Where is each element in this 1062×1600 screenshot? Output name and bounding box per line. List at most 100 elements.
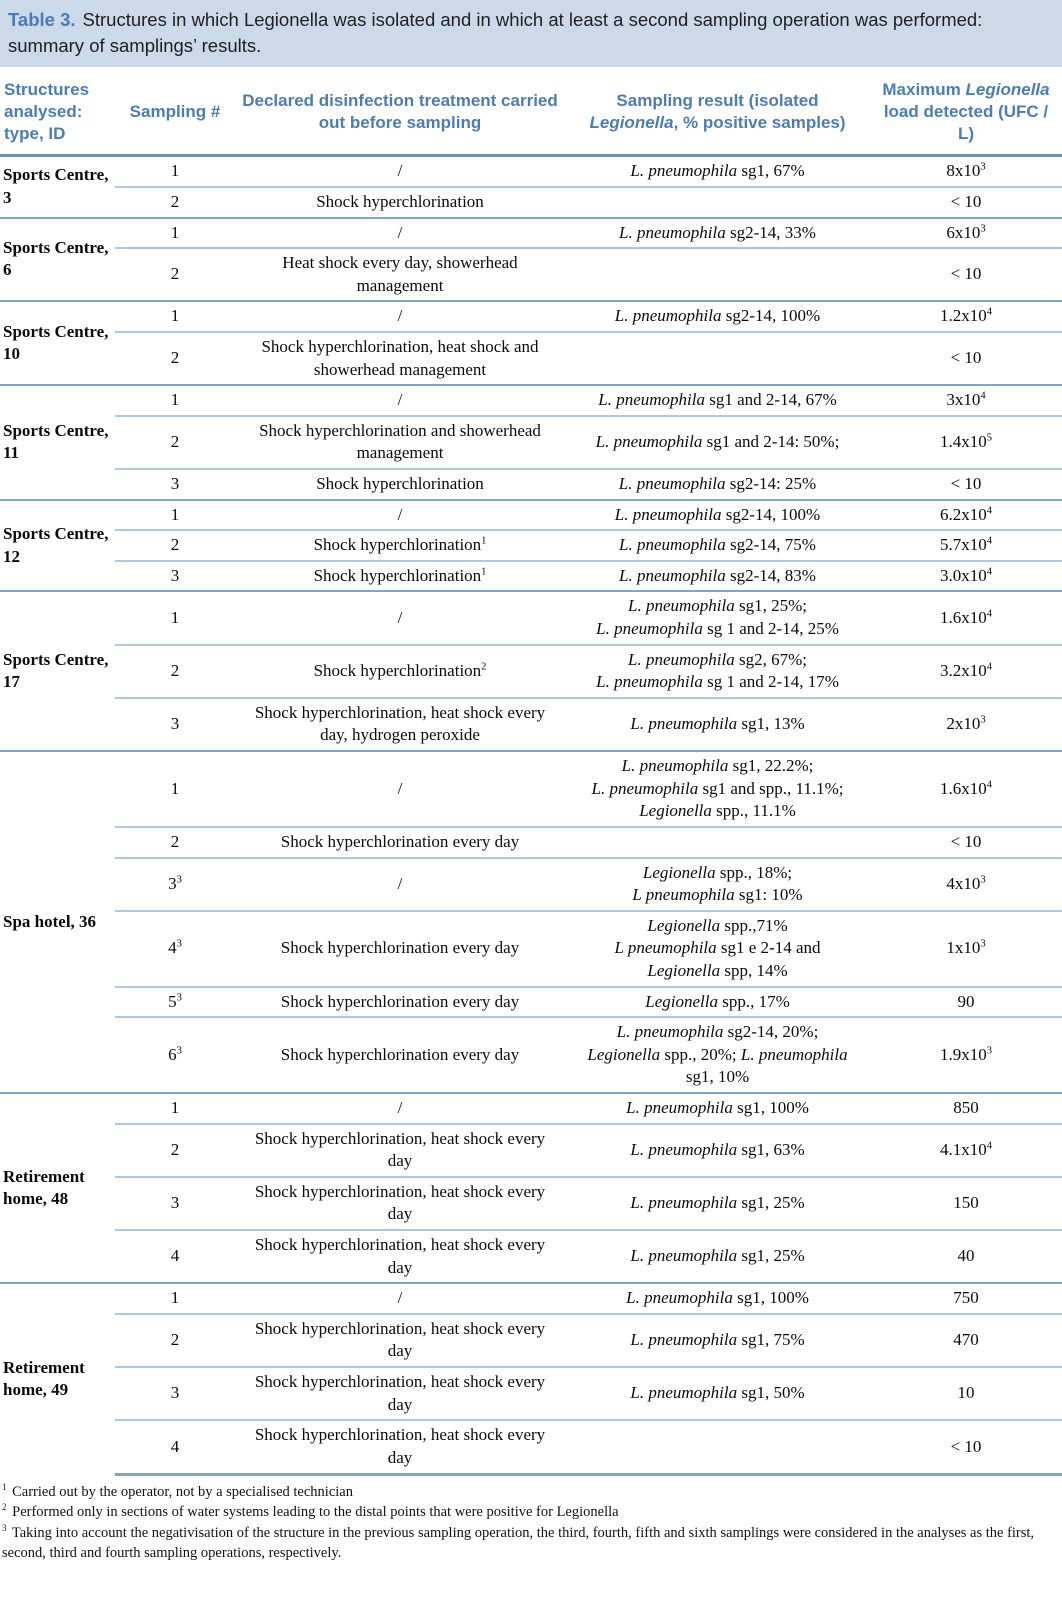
result-line: L. pneumophila sg1 and 2-14, 67% [598,390,837,410]
load-cell: 3.2x104 [870,643,1062,698]
structure-cell: Sports Centre, 3 [0,154,115,218]
treatment-cell: Shock hyperchlorination every day [235,1016,565,1093]
treatment-cell: Shock hyperchlorination1 [235,529,565,561]
treatment-cell: Shock hyperchlorination, heat shock ever… [235,1175,565,1231]
footnote: 1 Carried out by the operator, not by a … [2,1481,353,1500]
result-cell: L. pneumophila sg2, 67%; L. pneumophila s… [565,643,870,698]
structure-cell: Sports Centre, 10 [0,300,115,386]
result-line: L. pneumophila sg1 and spp., 11.1%; [591,778,844,798]
result-line: L. pneumophila sg2-14, 100% [614,504,821,524]
load-cell: 10 [870,1366,1062,1421]
sampling-cell: 1 [115,384,235,416]
column-header-load: Maximum Legionella load detected (UFC / … [870,67,1062,158]
load-cell: 40 [870,1229,1062,1284]
result-cell [565,247,870,302]
result-cell: L. pneumophila sg1, 67% [565,154,870,187]
load-cell: 1.6x104 [870,590,1062,645]
table-body: Sports Centre, 3 1/L. pneumophila sg1, 67… [0,154,1062,1476]
structure-cell: Spa hotel, 36 [0,750,115,1093]
treatment-cell: / [235,590,565,645]
treatment-cell: Shock hyperchlorination, heat shock ever… [235,1122,565,1177]
table-row: 4 Shock hyperchlorination, heat shock eve… [0,1229,1062,1284]
result-line: L. pneumophila sg1, 13% [630,714,805,734]
sampling-cell: 1 [115,1092,235,1124]
treatment-cell: Shock hyperchlorination2 [235,643,565,698]
result-line: L. pneumophila sg1, 25%; [628,596,807,616]
table-row: Sports Centre, 3 1/ L. pneumophila sg1, 67… [0,154,1062,218]
sampling-cell: 33 [115,856,235,911]
sampling-cell: 1 [115,498,235,531]
table-caption: Table 3. Structures in which Legionella w… [0,0,1062,68]
treatment-cell: / [235,300,565,332]
sampling-cell: 53 [115,985,235,1018]
result-cell: L. pneumophila sg1, 100% [565,1092,870,1124]
load-cell: 2x103 [870,696,1062,752]
result-line: Legionella spp., 18%; [642,862,793,882]
load-cell: 1.2x104 [870,300,1062,332]
result-cell: L. pneumophila sg1, 100% [565,1282,870,1314]
sampling-cell: 2 [115,1312,235,1368]
sampling-cell: 2 [115,529,235,561]
load-cell: 3.0x104 [870,559,1062,592]
header-row: Structures analysed: type, ID Sampling # D… [0,67,1062,158]
result-cell: Legionella spp.,71% L pneumophila sg1 e 2… [565,909,870,987]
sampling-cell: 2 [115,825,235,858]
table-row: 53 Shock hyperchlorination every day Legio… [0,985,1062,1018]
footnote: 2 Performed only in sections of water sy… [2,1502,619,1521]
result-cell: Legionella spp., 18%; L pneumophila sg1: … [565,856,870,911]
result-cell: L. pneumophila sg2-14, 83% [565,559,870,592]
result-cell: L. pneumophila sg2-14: 25% [565,467,870,500]
sampling-cell: 1 [115,300,235,332]
footnote: 3 Taking into account the negativisation… [2,1522,1035,1562]
result-line: L. pneumophila sg1, 100% [626,1098,809,1117]
result-line: L. pneumophila sg2-14, 20%; [616,1022,819,1042]
result-line: L. pneumophila sg1, 25% [630,1193,805,1213]
sampling-cell: 3 [115,559,235,592]
result-cell: L. pneumophila sg1, 22.2%; L. pneumophila… [565,750,870,827]
result-line: L. pneumophila sg2-14: 25% [618,473,817,493]
sampling-cell: 1 [115,1282,235,1314]
table-row: Sports Centre, 11 1/ L. pneumophila sg1 an… [0,384,1062,500]
samplings-table: Structures analysed: type, ID Sampling # D… [0,67,1062,1476]
treatment-cell: Shock hyperchlorination, heat shock ever… [235,1419,565,1476]
result-cell: L. pneumophila sg1, 13% [565,696,870,752]
table-row: Retirement home, 49 1/ L. pneumophila sg1,… [0,1282,1062,1475]
table-row: 2 Shock hyperchlorination and showerhead … [0,414,1062,469]
treatment-cell: Shock hyperchlorination every day [235,985,565,1018]
load-cell: 470 [870,1312,1062,1368]
result-cell: L. pneumophila sg1, 25%; L. pneumophila s… [565,590,870,645]
structure-cell: Sports Centre, 17 [0,590,115,752]
treatment-cell: Shock hyperchlorination [235,467,565,500]
structure-cell: Sports Centre, 12 [0,498,115,592]
sampling-cell: 43 [115,909,235,987]
table-row: Retirement home, 48 1/ L. pneumophila sg1,… [0,1091,1062,1284]
table-row: 4 Shock hyperchlorination, heat shock eve… [0,1419,1062,1476]
result-cell: Legionella spp., 17% [565,985,870,1018]
sampling-cell: 2 [115,247,235,302]
sampling-cell: 63 [115,1016,235,1093]
treatment-cell: Shock hyperchlorination, heat shock ever… [235,696,565,752]
result-line: L. pneumophila sg1, 50% [630,1383,805,1403]
result-line: L pneumophila sg1 e 2-14 and [614,938,821,958]
sampling-cell: 4 [115,1419,235,1476]
table-row: 63 Shock hyperchlorination every day L. pn… [0,1016,1062,1093]
table-row: Sports Centre, 12 1/ L. pneumophila sg2-14… [0,498,1062,592]
table-row: 2 Heat shock every day, showerhead manage… [0,247,1062,302]
treatment-cell: Shock hyperchlorination every day [235,825,565,858]
load-cell: 8x103 [870,154,1062,187]
column-header-structures: Structures analysed: type, ID [0,67,115,158]
treatment-cell: / [235,154,565,187]
result-cell: L. pneumophila sg1 and 2-14, 67% [565,384,870,416]
load-cell: 3x104 [870,384,1062,416]
treatment-cell: Shock hyperchlorination [235,185,565,218]
load-cell: 1x103 [870,909,1062,987]
sampling-cell: 1 [115,216,235,249]
load-cell: 6x103 [870,216,1062,249]
result-cell [565,825,870,858]
result-line: L. pneumophila sg2-14, 75% [619,535,816,555]
sampling-cell: 3 [115,467,235,500]
table-row: 33/ Legionella spp., 18%; L pneumophila sg… [0,856,1062,911]
result-line: L. pneumophila sg2-14, 83% [619,565,816,585]
result-line: Legionella spp., 11.1% [639,801,796,821]
